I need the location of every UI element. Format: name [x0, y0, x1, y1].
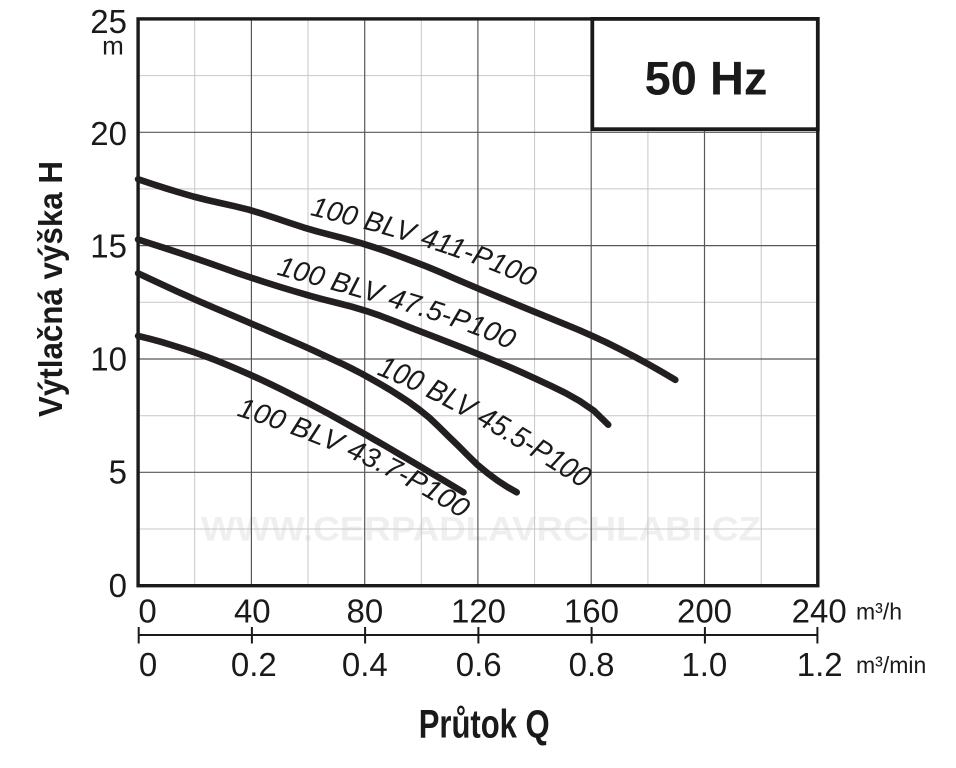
svg-text:0.4: 0.4 [342, 646, 388, 683]
svg-text:10: 10 [90, 340, 127, 377]
svg-text:m³/min: m³/min [856, 652, 926, 678]
svg-text:Výtlačná výška H: Výtlačná výška H [32, 161, 69, 417]
svg-text:15: 15 [90, 228, 127, 265]
svg-text:Průtok Q: Průtok Q [419, 703, 550, 747]
svg-text:1.0: 1.0 [681, 646, 727, 683]
svg-text:0: 0 [109, 567, 127, 604]
svg-text:1.2: 1.2 [797, 646, 843, 683]
svg-text:0.8: 0.8 [569, 646, 615, 683]
svg-text:0: 0 [139, 646, 157, 683]
svg-text:40: 40 [234, 593, 271, 630]
svg-text:0.6: 0.6 [456, 646, 502, 683]
svg-text:m³/h: m³/h [856, 599, 902, 625]
svg-text:200: 200 [677, 593, 732, 630]
svg-text:0: 0 [138, 593, 156, 630]
svg-text:240: 240 [792, 593, 847, 630]
svg-text:160: 160 [564, 593, 619, 630]
svg-text:0.2: 0.2 [231, 646, 277, 683]
svg-text:m: m [102, 31, 124, 61]
svg-text:80: 80 [347, 593, 384, 630]
svg-text:25: 25 [90, 3, 127, 40]
svg-text:20: 20 [90, 115, 127, 152]
svg-text:50 Hz: 50 Hz [645, 52, 768, 105]
svg-text:120: 120 [451, 593, 506, 630]
svg-text:5: 5 [109, 454, 127, 491]
